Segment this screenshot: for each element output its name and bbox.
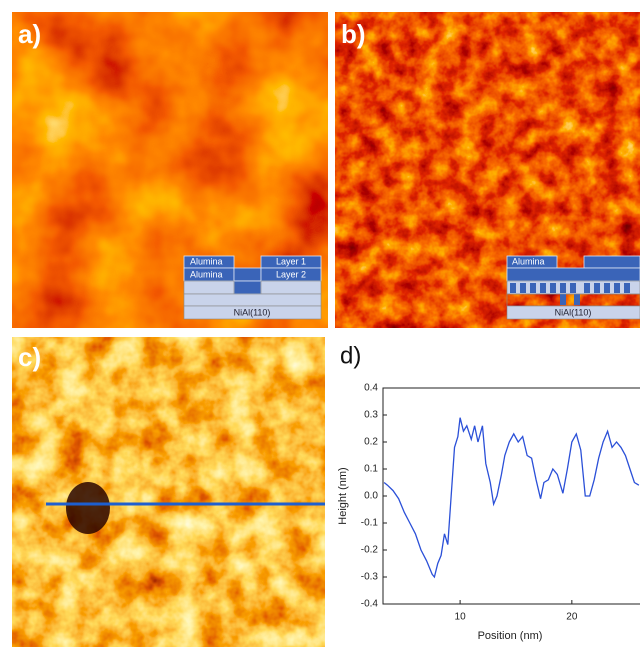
- y-tick-label: -0.2: [361, 545, 379, 556]
- schematic-label: Layer 1: [276, 256, 306, 266]
- panel-label: a): [18, 19, 41, 49]
- panel-label: d): [340, 342, 361, 369]
- y-tick-label: 0.3: [364, 410, 378, 421]
- schematic-b: Alumina NiAl(110): [506, 255, 640, 320]
- y-tick-label: 0.4: [364, 383, 378, 394]
- schematic-label: Alumina: [190, 269, 223, 279]
- dark-feature: [66, 482, 110, 534]
- y-tick-label: -0.4: [361, 599, 379, 610]
- plot-frame: [382, 387, 640, 605]
- panel-label: b): [341, 19, 366, 49]
- schematic-label: Layer 2: [276, 269, 306, 279]
- line-chart: -0.4 -0.3 -0.2 -0.1 0.0 0.1 0.2 0.3 0.4 10 20 Posit…: [337, 383, 640, 642]
- y-tick-label: 0.1: [364, 464, 378, 475]
- y-tick-label: 0.0: [364, 491, 378, 502]
- profile-line: [383, 417, 640, 579]
- y-axis-label: Height (nm): [337, 467, 349, 524]
- x-tick-label: 20: [566, 612, 578, 623]
- schematic-a: Alumina Layer 1 Alumina Layer 2 NiAl(110…: [183, 255, 322, 320]
- y-tick-label: 0.2: [364, 437, 378, 448]
- x-axis-label: Position (nm): [478, 630, 543, 642]
- schematic-label: NiAl(110): [234, 307, 271, 317]
- x-tick-label: 10: [455, 612, 467, 623]
- y-tick-label: -0.3: [361, 572, 379, 583]
- schematic-label: Alumina: [190, 256, 223, 266]
- schematic-label: NiAl(110): [555, 307, 592, 317]
- panel-label: c): [18, 342, 41, 372]
- schematic-label: Alumina: [512, 256, 545, 266]
- stm-image-c: [12, 337, 325, 647]
- y-tick-label: -0.1: [361, 518, 379, 529]
